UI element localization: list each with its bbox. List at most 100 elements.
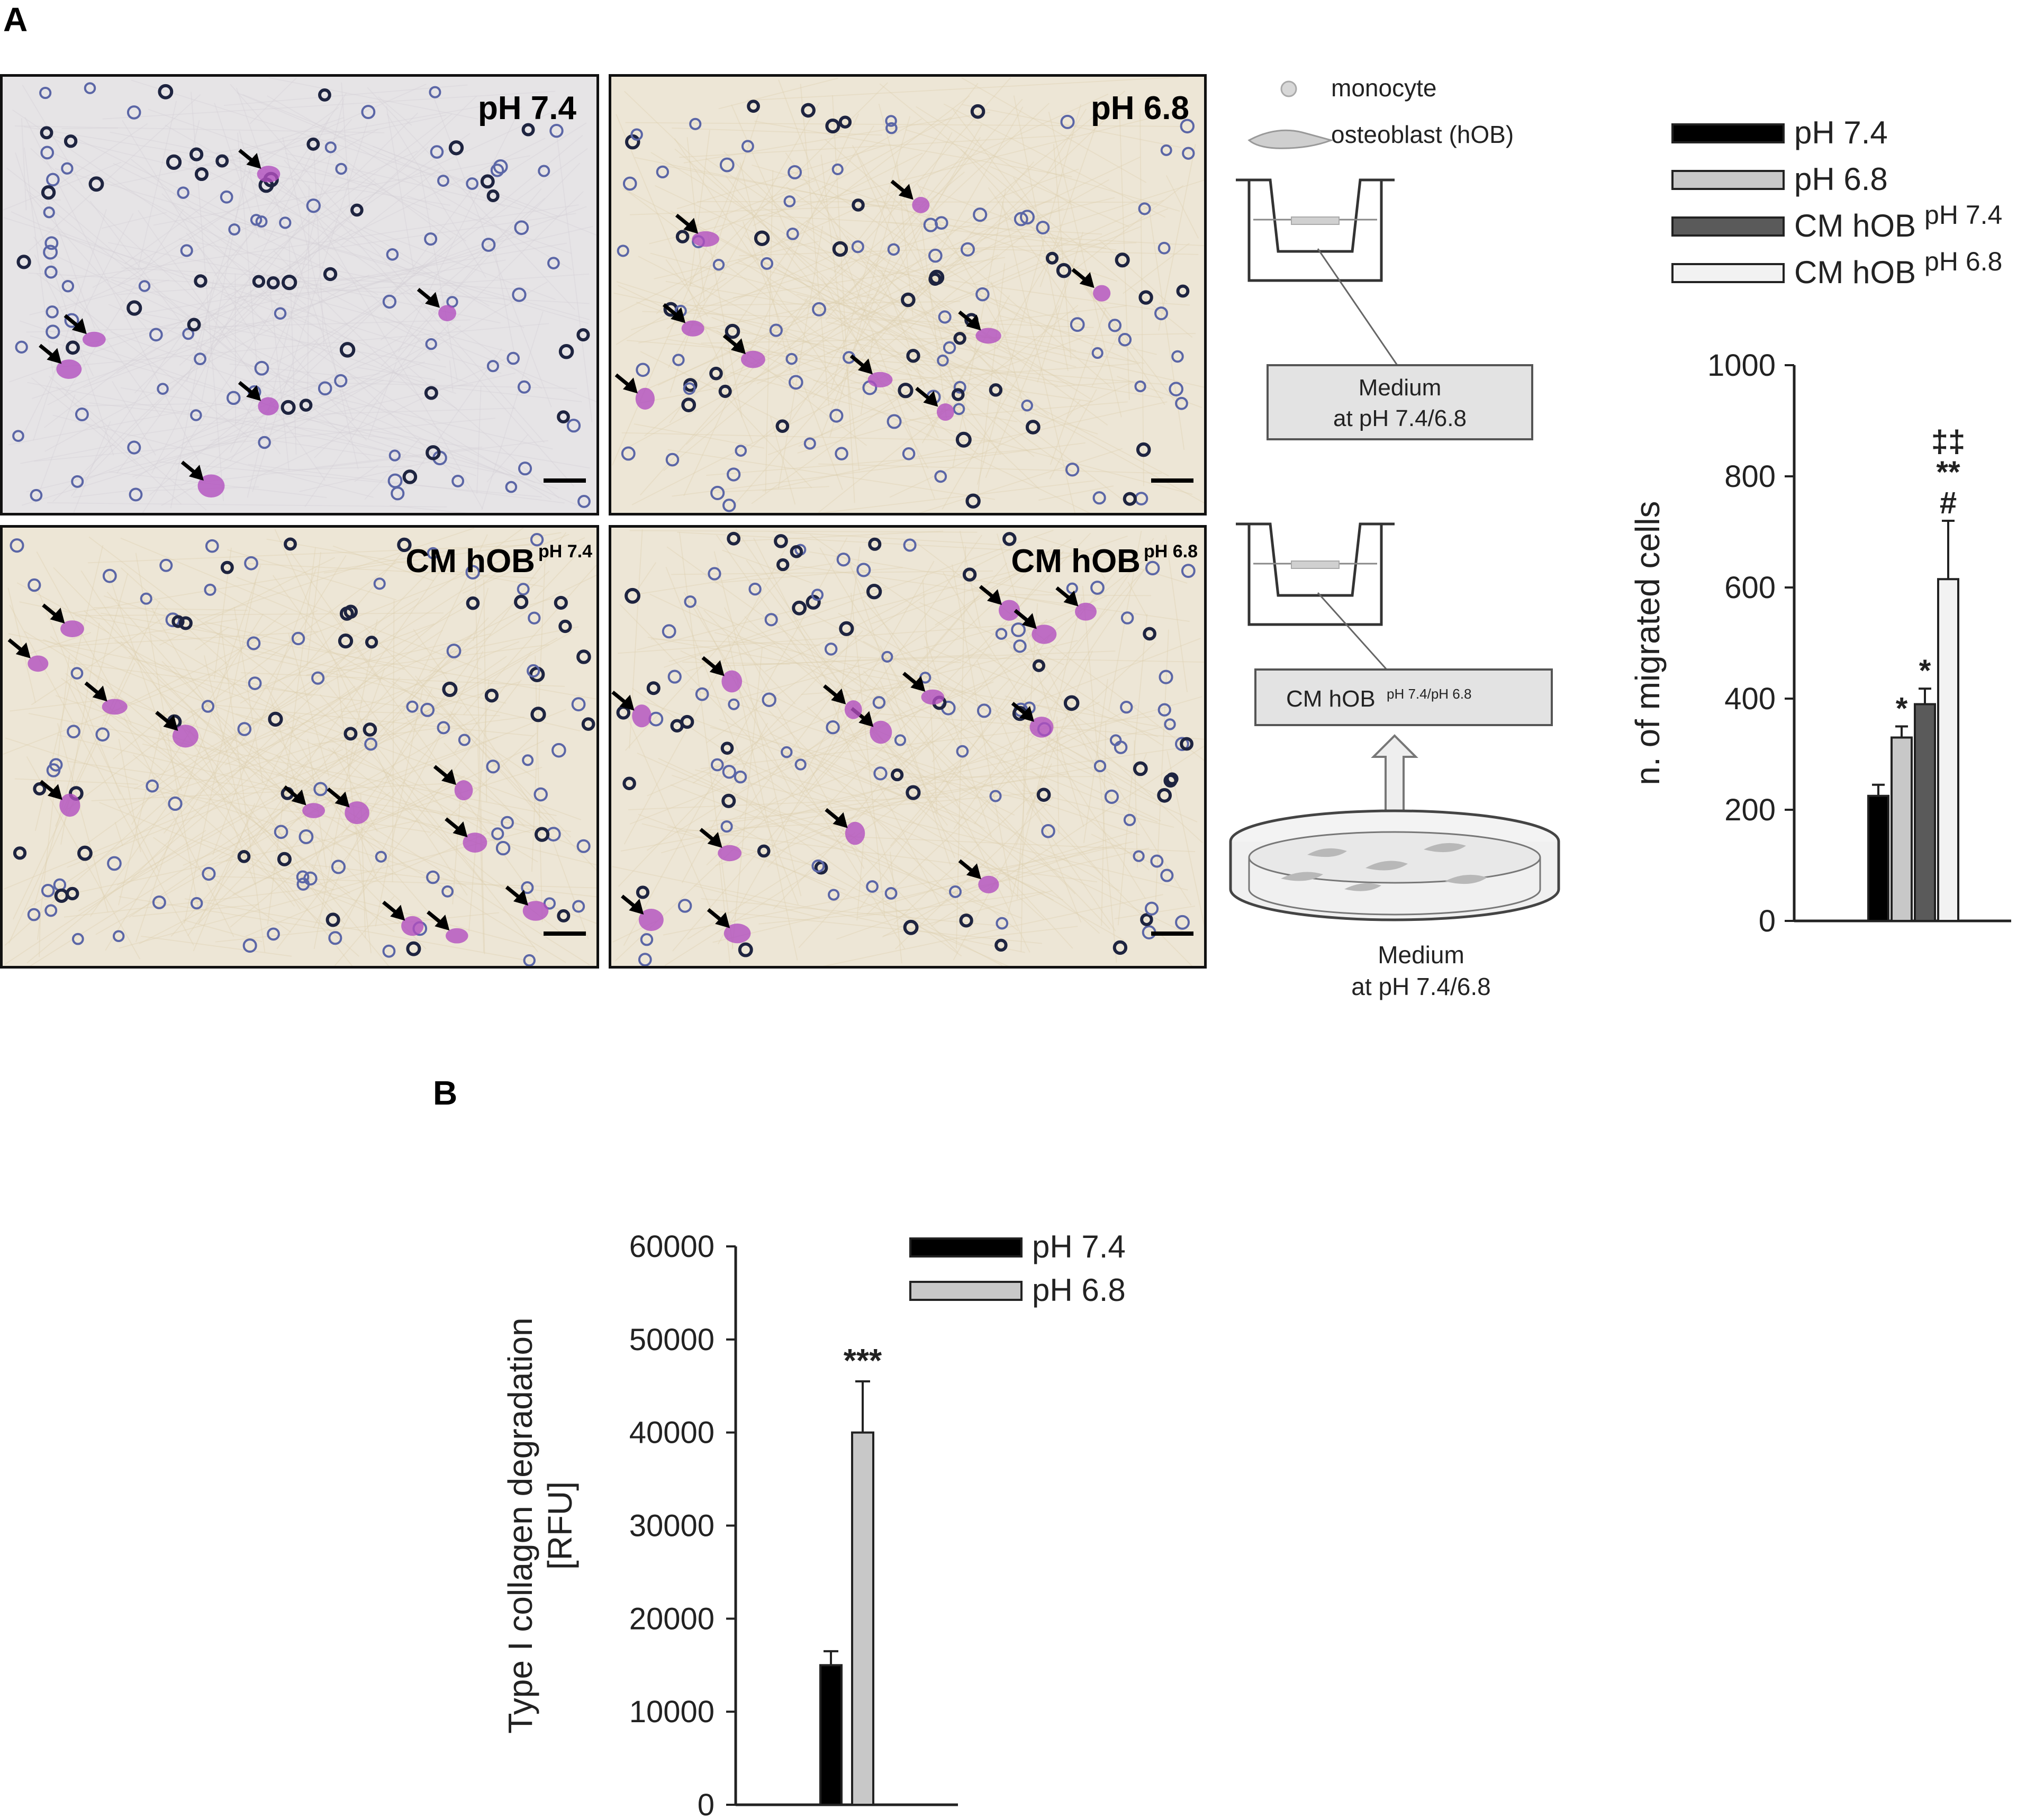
pore <box>505 481 518 493</box>
fiber <box>249 654 581 731</box>
fiber <box>852 145 922 269</box>
pore <box>735 445 747 457</box>
pore <box>1019 210 1035 225</box>
pore <box>427 547 439 559</box>
pore <box>769 323 783 337</box>
fiber <box>230 84 545 443</box>
pore <box>71 475 84 488</box>
pore <box>836 553 851 567</box>
pore <box>1114 740 1128 754</box>
fiber <box>785 137 981 429</box>
fiber <box>785 152 1002 455</box>
fiber <box>778 79 936 500</box>
pore <box>681 397 697 412</box>
pore <box>1182 147 1195 160</box>
legend-osteoblast: osteoblast (hOB) <box>1331 121 1514 148</box>
pore <box>1123 813 1136 826</box>
fiber <box>677 821 855 832</box>
migrated-cell <box>635 387 655 410</box>
pore <box>677 899 692 913</box>
pore <box>325 912 340 927</box>
fiber <box>809 534 1119 746</box>
pore <box>318 88 331 102</box>
pore <box>710 758 724 772</box>
fiber <box>355 826 377 879</box>
pore <box>46 305 59 319</box>
fiber <box>52 414 374 498</box>
fiber <box>178 238 509 306</box>
pore <box>558 619 572 634</box>
pore <box>1154 306 1169 321</box>
pore <box>54 888 69 903</box>
pore <box>543 897 556 910</box>
fiber <box>321 408 516 415</box>
fiber <box>744 349 802 386</box>
pore <box>140 592 152 605</box>
fiber <box>245 810 345 925</box>
fiber <box>719 719 917 802</box>
fiber <box>715 788 938 866</box>
pore <box>551 743 566 758</box>
fiber <box>674 138 845 396</box>
fiber <box>198 714 301 924</box>
arrow-head-icon <box>390 905 405 921</box>
legend-swatch <box>909 1237 1023 1258</box>
fiber <box>206 584 440 710</box>
migrated-cell <box>921 689 945 705</box>
pore <box>514 594 529 609</box>
pore <box>180 244 193 257</box>
fiber <box>197 617 489 925</box>
fiber <box>871 535 1128 625</box>
pore <box>328 931 342 945</box>
fiber <box>392 600 395 882</box>
pore <box>107 856 122 871</box>
pore <box>928 248 943 263</box>
fiber <box>112 381 156 456</box>
fiber <box>713 551 802 897</box>
pore <box>866 880 879 893</box>
pore <box>382 294 397 309</box>
fiber <box>83 225 593 346</box>
pore <box>1041 824 1055 838</box>
fiber <box>670 113 759 393</box>
fiber <box>712 844 1122 943</box>
pore <box>1093 759 1107 773</box>
pore <box>177 186 189 199</box>
fiber <box>357 367 436 381</box>
cm-hob-box-main: CM hOB <box>1286 686 1376 712</box>
bar <box>1914 703 1936 922</box>
pore <box>1160 144 1172 156</box>
pore <box>248 676 262 690</box>
fiber <box>229 363 582 402</box>
fiber <box>827 655 962 663</box>
fiber <box>618 630 863 887</box>
pore <box>281 400 296 415</box>
fiber <box>50 636 231 794</box>
fiber <box>414 675 555 833</box>
pore <box>903 538 917 552</box>
pore <box>1032 659 1045 672</box>
migrated-cell <box>56 359 82 379</box>
fiber <box>878 269 1169 312</box>
pore <box>313 782 328 797</box>
fiber <box>179 156 412 273</box>
pore <box>350 203 364 217</box>
transwell-diagram: monocyte osteoblast (hOB) Medium at pH 7… <box>1229 74 1560 1000</box>
pore <box>527 664 540 678</box>
migrated-cell <box>978 875 999 893</box>
pore <box>530 707 546 722</box>
fiber <box>951 564 1012 895</box>
fiber <box>220 625 266 953</box>
pore <box>182 328 195 340</box>
pore <box>237 850 251 863</box>
fiber <box>1123 242 1190 294</box>
fiber <box>637 586 887 650</box>
pore <box>343 604 358 619</box>
fiber <box>7 587 37 703</box>
fiber <box>863 600 1102 875</box>
fiber <box>382 768 468 896</box>
pore <box>1180 119 1195 134</box>
fiber <box>275 609 531 776</box>
pore <box>1164 718 1176 730</box>
fiber <box>706 594 927 744</box>
